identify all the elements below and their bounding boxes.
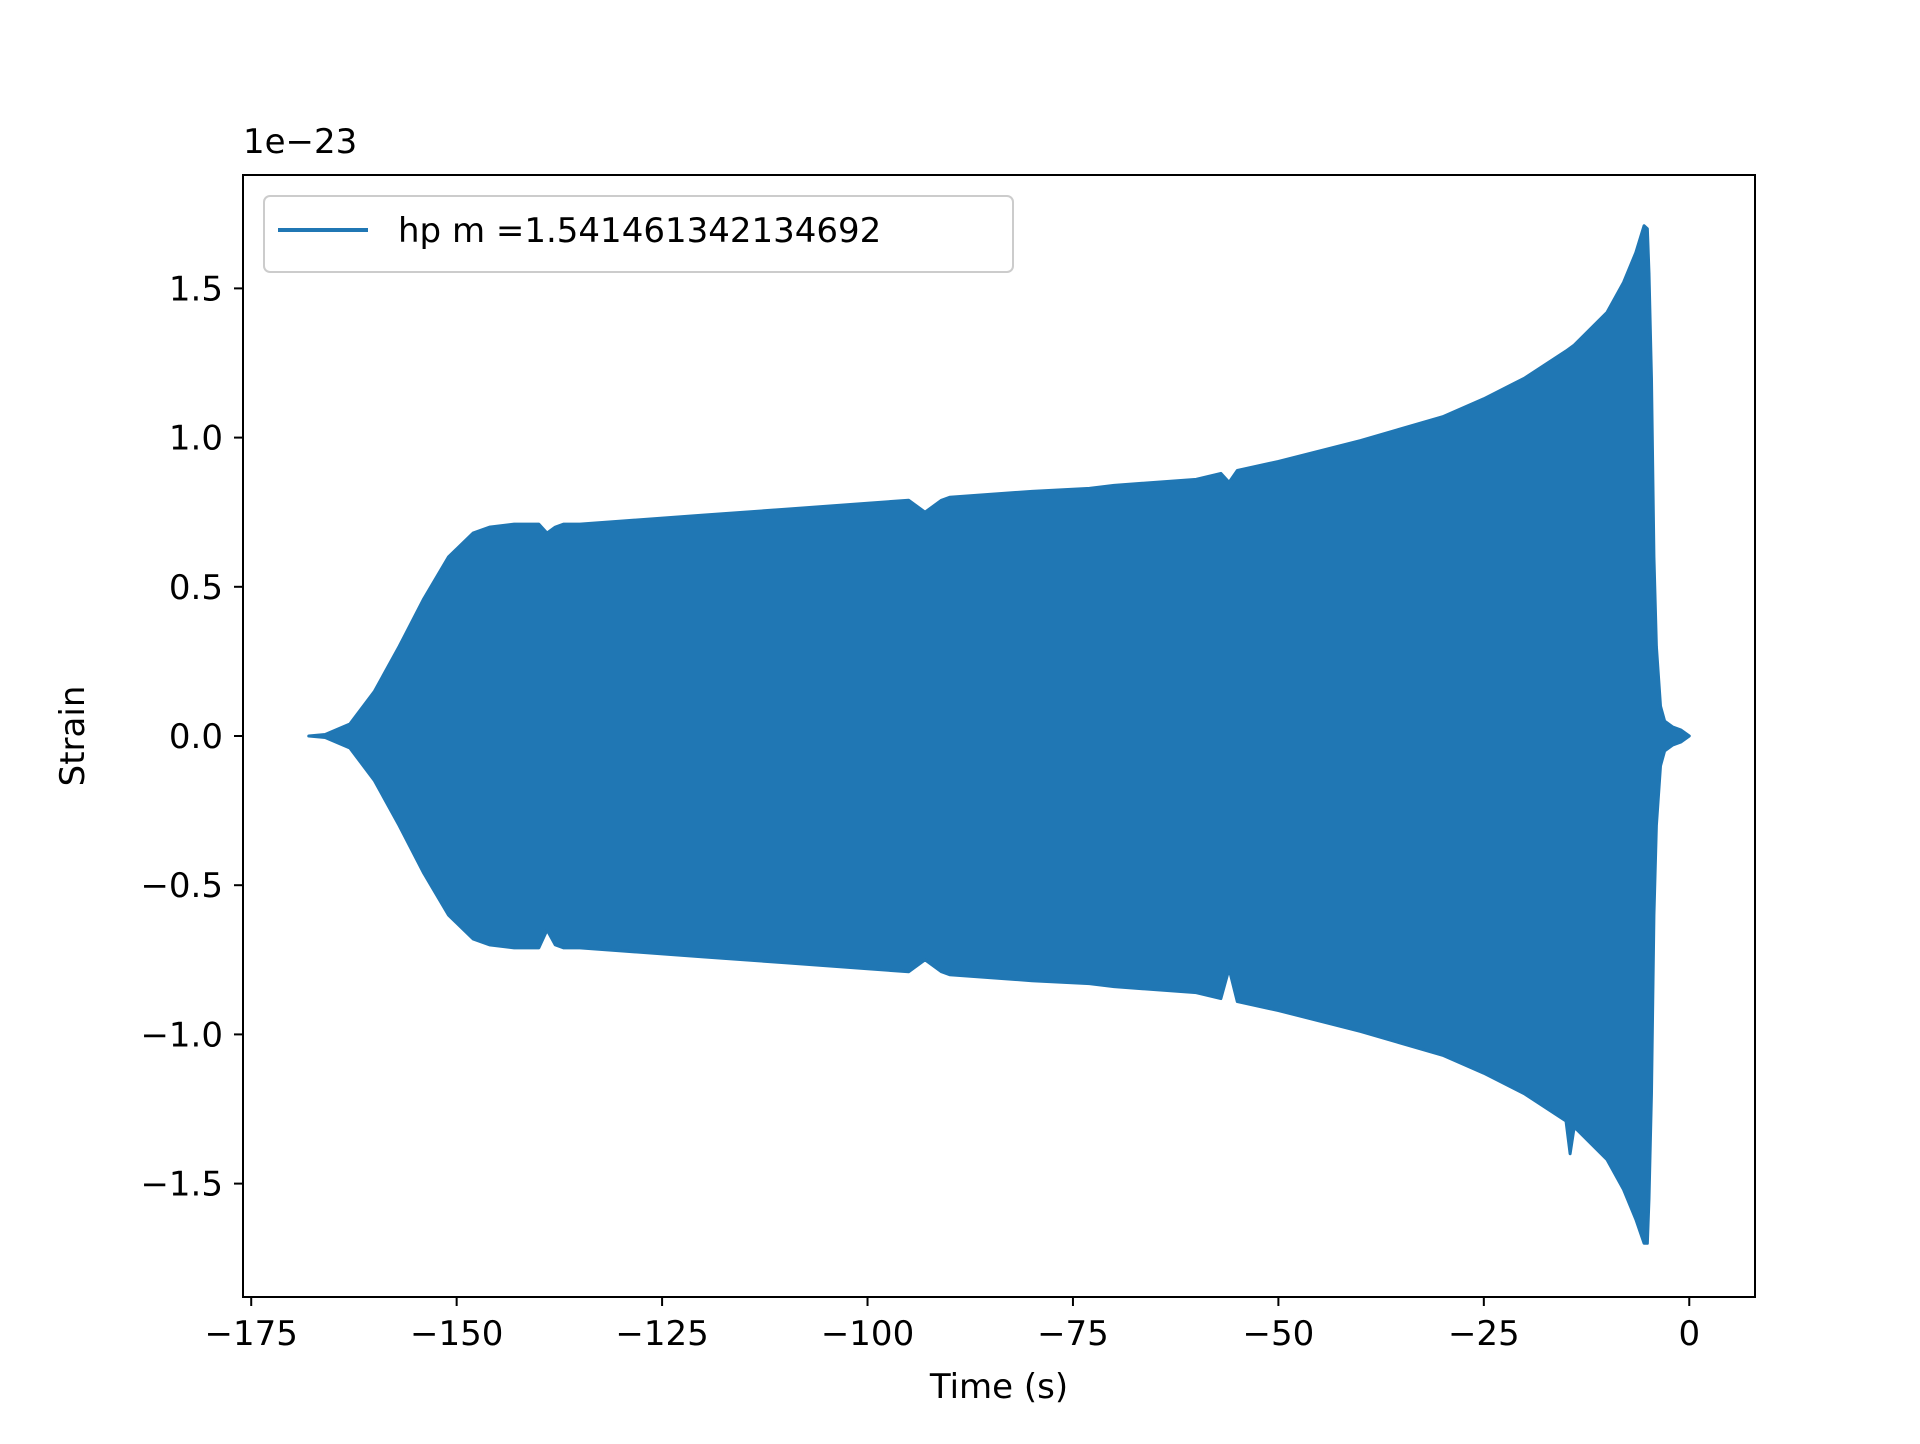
- legend-entry-label: hp m =1.541461342134692: [398, 211, 881, 251]
- x-tick-label: −100: [821, 1314, 914, 1354]
- x-axis-label: Time (s): [929, 1367, 1068, 1407]
- x-tick-label: −75: [1037, 1314, 1109, 1354]
- x-tick-label: −150: [410, 1314, 503, 1354]
- x-tick-label: −175: [205, 1314, 298, 1354]
- x-tick-label: −25: [1448, 1314, 1520, 1354]
- y-tick-label: −1.0: [140, 1015, 223, 1055]
- y-tick-label: 0.5: [169, 568, 223, 608]
- x-tick-label: −50: [1243, 1314, 1315, 1354]
- y-tick-label: 1.0: [169, 419, 223, 459]
- legend: hp m =1.541461342134692: [263, 195, 1014, 273]
- x-tick-label: −125: [615, 1314, 708, 1354]
- y-tick-label: 1.5: [169, 269, 223, 309]
- y-tick-label: −1.5: [140, 1165, 223, 1205]
- x-tick-label: 0: [1678, 1314, 1700, 1354]
- y-tick-label: 0.0: [169, 717, 223, 757]
- y-tick-label: −0.5: [140, 866, 223, 906]
- y-offset-label: 1e−23: [243, 122, 357, 162]
- y-axis-label: Strain: [53, 686, 93, 787]
- series-waveform-0: [307, 224, 1691, 1245]
- legend-box: [263, 195, 1014, 273]
- x-axis-ticks: −175 −150 −125 −100 −75 −50 −25 0: [205, 1297, 1700, 1354]
- y-axis-ticks: −1.5 −1.0 −0.5 0.0 0.5 1.0 1.5: [140, 269, 243, 1205]
